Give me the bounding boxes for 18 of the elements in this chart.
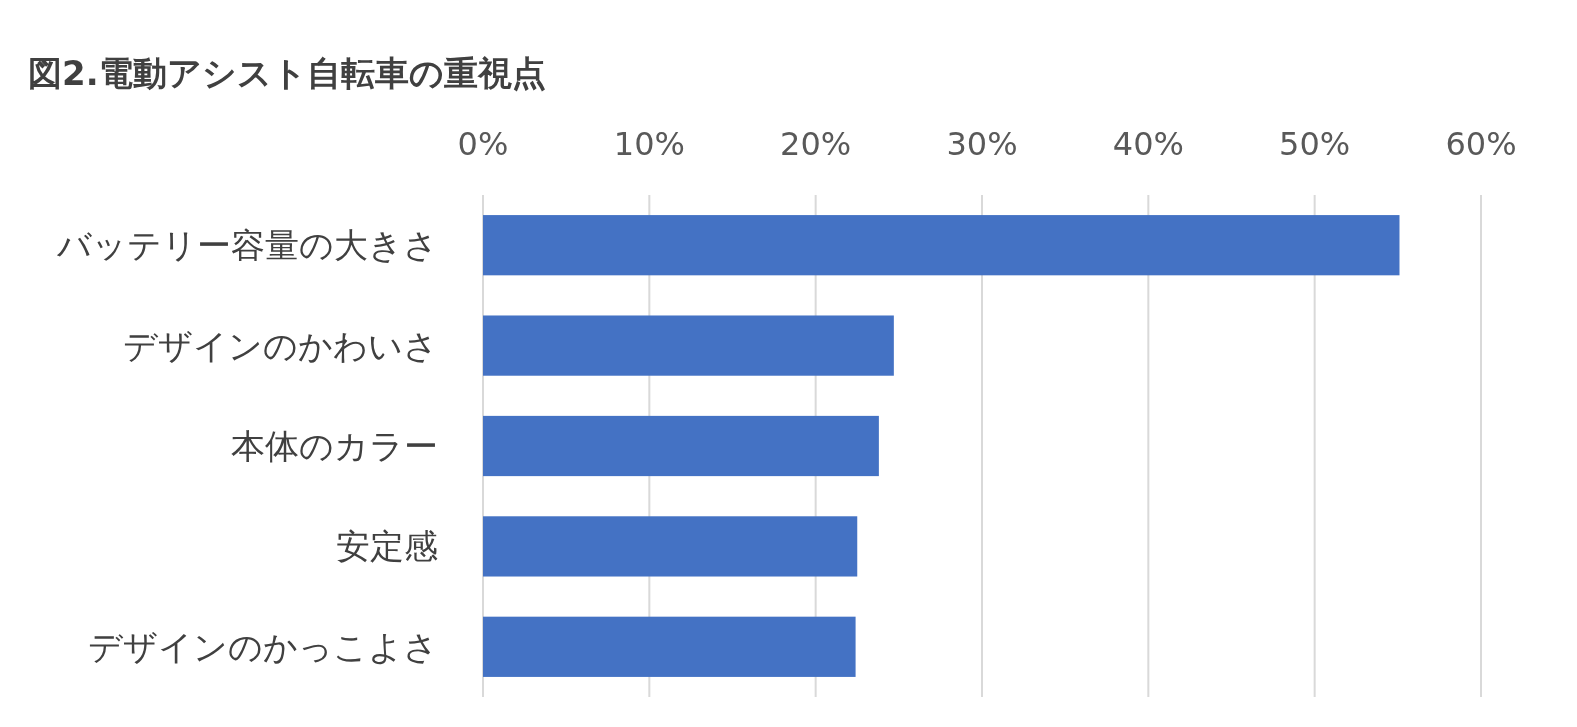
x-tick-label: 30% [946, 125, 1018, 163]
bar [483, 215, 1400, 276]
y-tick-label: 本体のカラー [231, 426, 438, 466]
x-tick-label: 60% [1445, 125, 1517, 163]
y-tick-label: バッテリー容量の大きさ [56, 225, 438, 266]
y-tick-label: 安定感 [336, 526, 438, 567]
bar [483, 315, 894, 376]
chart-title: 図2.電動アシスト自転車の重視点 [28, 53, 546, 93]
bar [483, 616, 856, 677]
x-tick-label: 10% [613, 125, 685, 163]
x-tick-label: 50% [1279, 125, 1351, 163]
y-tick-label: デザインのかっこよさ [88, 626, 438, 667]
x-tick-label: 20% [780, 125, 852, 163]
x-tick-label: 40% [1112, 125, 1184, 163]
bar [483, 415, 879, 477]
y-tick-label: デザインのかわいさ [123, 325, 438, 366]
bar [483, 516, 858, 577]
x-tick-label: 0% [457, 125, 509, 163]
